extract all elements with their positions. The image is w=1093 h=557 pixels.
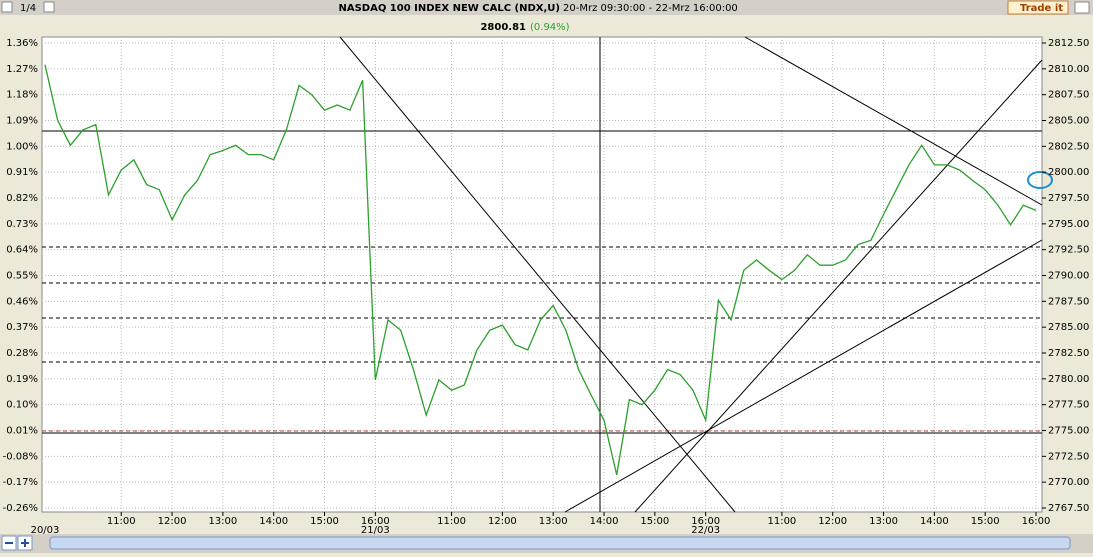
- y-tick-label: 0.46%: [6, 296, 38, 307]
- page-indicator: 1/4: [20, 3, 36, 14]
- y2-tick-label: 2785.00: [1048, 322, 1089, 333]
- y2-tick-label: 2770.00: [1048, 477, 1089, 488]
- y-tick-label: 0.91%: [6, 167, 38, 178]
- x-tick-label: 16:00: [1022, 516, 1051, 527]
- x-tick-label: 13:00: [208, 516, 237, 527]
- x-tick-label: 11:00: [107, 516, 136, 527]
- y2-tick-label: 2800.00: [1048, 167, 1089, 178]
- chart-title: NASDAQ 100 INDEX NEW CALC (NDX,U): [338, 3, 560, 14]
- trend-line: [564, 239, 1043, 513]
- y2-tick-label: 2812.50: [1048, 38, 1089, 49]
- prev-button[interactable]: [1, 1, 13, 13]
- x-tick-label: 13:00: [869, 516, 898, 527]
- y-tick-label: 1.09%: [6, 116, 38, 127]
- x-tick-label: 12:00: [488, 516, 517, 527]
- x-tick-label: 15:00: [971, 516, 1000, 527]
- y-tick-label: -0.08%: [3, 451, 38, 462]
- trend-line: [339, 36, 736, 513]
- y-tick-label: 1.18%: [6, 90, 38, 101]
- y2-tick-label: 2802.50: [1048, 141, 1089, 152]
- x-tick-label: 12:00: [818, 516, 847, 527]
- y-tick-label: 0.64%: [6, 245, 38, 256]
- x-tick-label: 11:00: [437, 516, 466, 527]
- grid: [42, 37, 1042, 512]
- chart-subtitle: 20-Mrz 09:30:00 - 22-Mrz 16:00:00: [563, 3, 738, 14]
- close-button[interactable]: [1074, 1, 1090, 14]
- y-tick-label: 0.82%: [6, 193, 38, 204]
- marks: [44, 64, 1037, 476]
- y2-tick-label: 2810.00: [1048, 64, 1089, 75]
- last-price: 2800.81: [480, 22, 526, 33]
- date-label: 21/03: [361, 525, 390, 536]
- x-tick-label: 11:00: [767, 516, 796, 527]
- y2-tick-label: 2787.50: [1048, 296, 1089, 307]
- date-label: 22/03: [691, 525, 720, 536]
- date-label: 20/03: [31, 525, 60, 536]
- y-tick-label: 1.27%: [6, 64, 38, 75]
- y2-tick-label: 2780.00: [1048, 374, 1089, 385]
- y2-tick-label: 2792.50: [1048, 245, 1089, 256]
- y-tick-label: 0.10%: [6, 400, 38, 411]
- trend-line: [744, 36, 1043, 206]
- x-tick-label: 15:00: [640, 516, 669, 527]
- x-tick-label: 12:00: [158, 516, 187, 527]
- y2-tick-label: 2790.00: [1048, 271, 1089, 282]
- trend-line: [634, 59, 1043, 513]
- x-tick-label: 14:00: [259, 516, 288, 527]
- y-tick-label: -0.17%: [3, 477, 38, 488]
- toolbar: [0, 0, 1093, 15]
- y-tick-label: 0.55%: [6, 271, 38, 282]
- x-tick-label: 16:00: [691, 516, 720, 527]
- next-button[interactable]: [43, 1, 55, 13]
- x-tick-label: 14:00: [920, 516, 949, 527]
- y-tick-label: 0.37%: [6, 322, 38, 333]
- last-change: (0.94%): [530, 22, 570, 33]
- y-tick-label: 0.28%: [6, 348, 38, 359]
- y2-tick-label: 2807.50: [1048, 90, 1089, 101]
- y-tick-label: 0.73%: [6, 219, 38, 230]
- y2-tick-label: 2805.00: [1048, 116, 1089, 127]
- x-tick-label: 14:00: [590, 516, 619, 527]
- plot-area: [41, 36, 1043, 513]
- x-tick-label: 15:00: [310, 516, 339, 527]
- y-tick-label: 0.01%: [6, 426, 38, 437]
- y-tick-label: 1.36%: [6, 38, 38, 49]
- scroll-thumb[interactable]: [49, 536, 1071, 550]
- x-tick-label: 13:00: [539, 516, 568, 527]
- y2-tick-label: 2795.00: [1048, 219, 1089, 230]
- x-tick-label: 16:00: [361, 516, 390, 527]
- price-line: [44, 64, 1037, 476]
- y-tick-label: 1.00%: [6, 141, 38, 152]
- trade-button[interactable]: [1007, 0, 1069, 15]
- marker-circle: [1027, 171, 1053, 189]
- trade-button-label: Trade it: [1020, 3, 1063, 14]
- y2-tick-label: 2777.50: [1048, 400, 1089, 411]
- y2-tick-label: 2782.50: [1048, 348, 1089, 359]
- y-tick-label: 0.19%: [6, 374, 38, 385]
- y2-tick-label: 2767.50: [1048, 503, 1089, 514]
- y2-tick-label: 2775.00: [1048, 426, 1089, 437]
- y2-tick-label: 2772.50: [1048, 451, 1089, 462]
- y-tick-label: -0.26%: [3, 503, 38, 514]
- y2-tick-label: 2797.50: [1048, 193, 1089, 204]
